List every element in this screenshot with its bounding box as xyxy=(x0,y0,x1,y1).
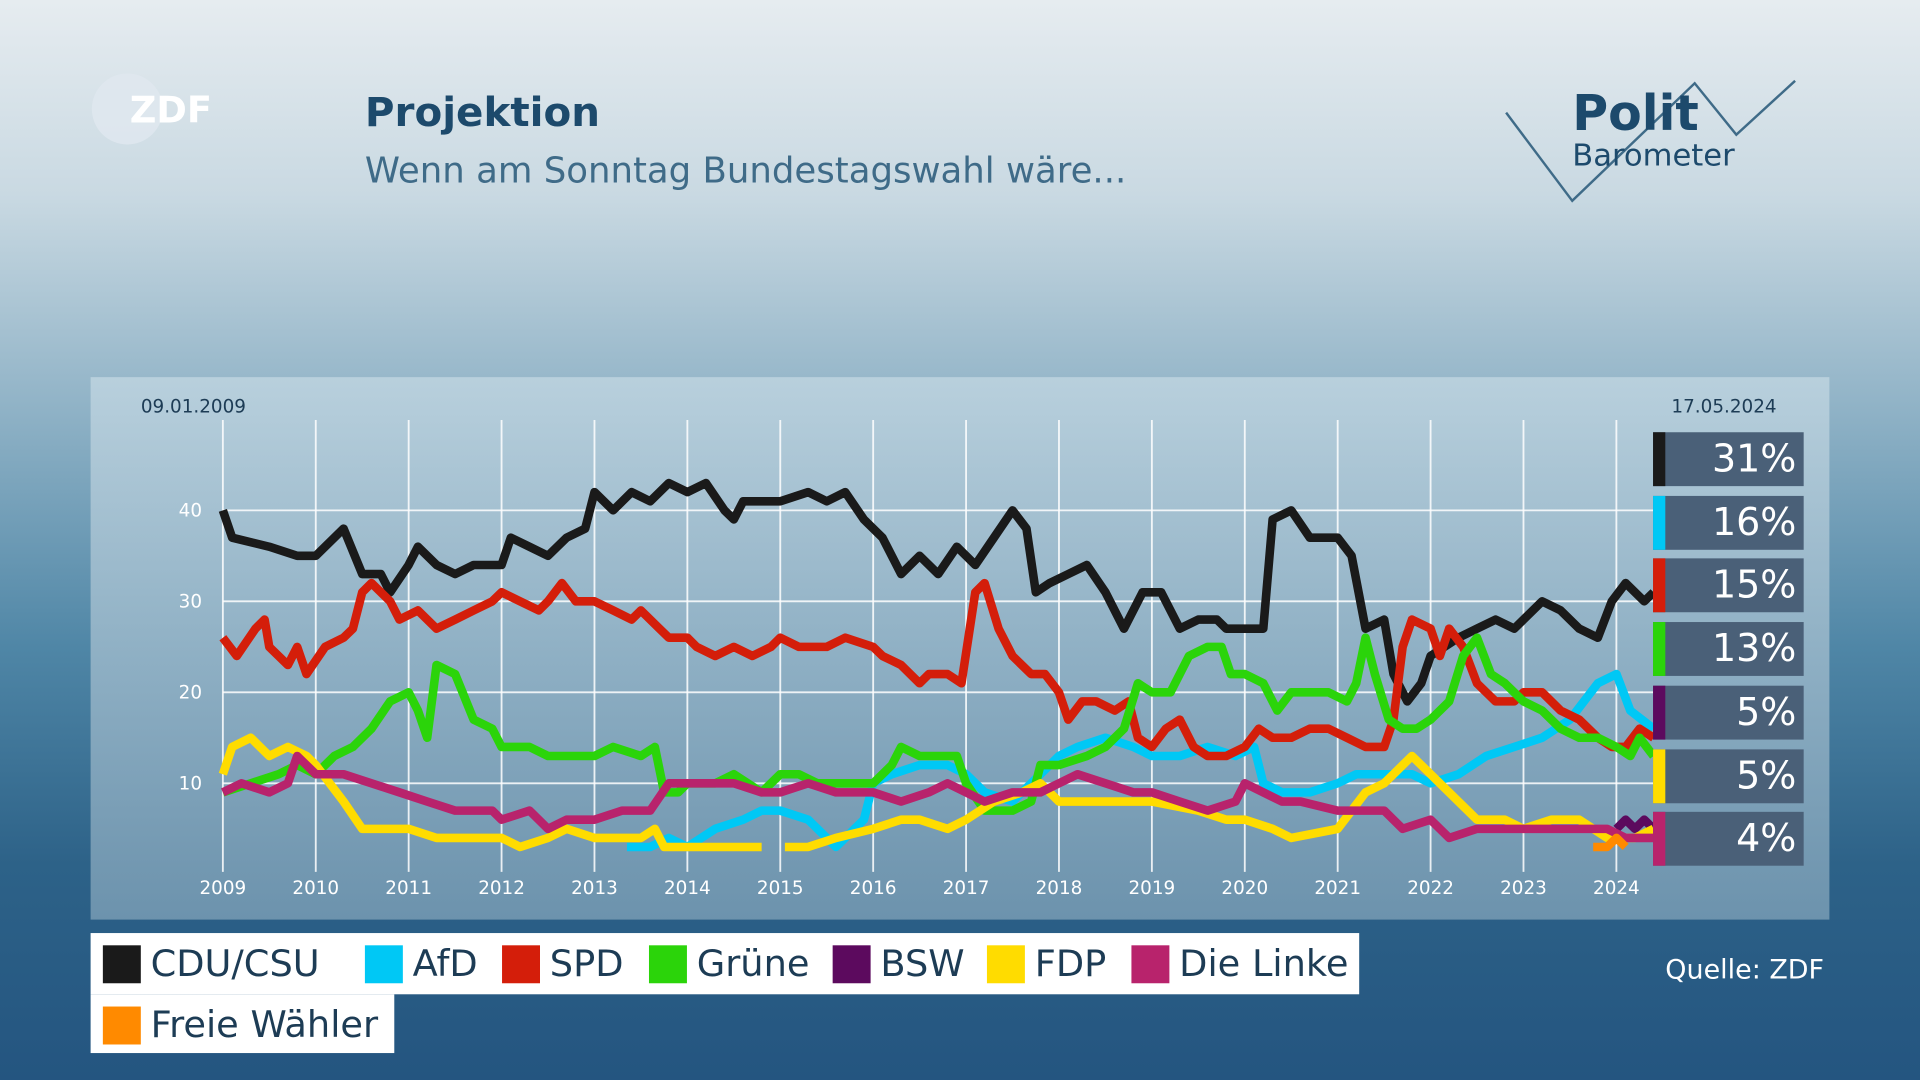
series-line-bsw xyxy=(1613,815,1657,834)
legend-swatch xyxy=(502,944,541,983)
party-color-stripe xyxy=(1653,685,1666,740)
x-tick-label: 2020 xyxy=(1221,878,1268,899)
legend-item: SPD xyxy=(502,933,624,994)
x-tick-label: 2024 xyxy=(1593,878,1640,899)
x-tick-label: 2012 xyxy=(478,878,525,899)
legend-swatch xyxy=(364,944,403,983)
legend-label: Die Linke xyxy=(1179,942,1349,986)
value-tile: 5% xyxy=(1653,748,1804,803)
legend-item: FDP xyxy=(986,933,1107,994)
legend-item: Die Linke xyxy=(1131,933,1348,994)
value-label: 16% xyxy=(1711,500,1797,545)
x-tick-label: 2023 xyxy=(1500,878,1547,899)
end-date: 17.05.2024 xyxy=(1671,395,1777,418)
series-line-freie-wähler xyxy=(1593,833,1629,852)
party-color-stripe xyxy=(1653,432,1666,487)
legend-swatch xyxy=(102,1005,141,1044)
legend: CDU/CSU AfD SPD Grüne BSW FDP Die Linke xyxy=(90,933,1360,995)
legend-row-2: Freie Wähler xyxy=(90,994,395,1055)
value-label: 4% xyxy=(1736,816,1797,862)
x-tick-label: 2021 xyxy=(1314,878,1361,899)
legend-item: Grüne xyxy=(648,933,810,994)
x-tick-label: 2017 xyxy=(943,878,990,899)
legend-swatch xyxy=(102,944,141,983)
x-tick-label: 2016 xyxy=(850,878,897,899)
x-tick-label: 2014 xyxy=(664,878,711,899)
x-tick-label: 2015 xyxy=(757,878,804,899)
politbarometer-logo: Polit Barometer xyxy=(1501,73,1807,208)
x-tick-label: 2019 xyxy=(1129,878,1176,899)
value-label: 13% xyxy=(1711,627,1797,672)
legend-label: BSW xyxy=(880,942,965,986)
legend-label: SPD xyxy=(549,942,624,986)
y-tick-label: 10 xyxy=(179,773,202,794)
chart-subtitle: Wenn am Sonntag Bundestagswahl wäre... xyxy=(364,149,1127,192)
series-line-cdu-csu xyxy=(218,478,1657,706)
value-label: 15% xyxy=(1711,563,1797,608)
party-color-stripe xyxy=(1653,748,1666,803)
series-line-spd xyxy=(219,578,1656,761)
legend-label: Grüne xyxy=(696,942,810,986)
x-tick-label: 2013 xyxy=(571,878,618,899)
series-line-afd xyxy=(626,669,1657,852)
value-tile: 4% xyxy=(1653,812,1804,866)
value-label: 31% xyxy=(1711,437,1797,482)
value-tile: 15% xyxy=(1653,558,1804,613)
party-color-stripe xyxy=(1653,558,1666,613)
legend-item: AfD xyxy=(364,933,478,994)
value-tile: 13% xyxy=(1653,622,1804,677)
value-tile: 16% xyxy=(1653,495,1804,550)
source-note: Quelle: ZDF xyxy=(1665,955,1825,986)
x-tick-label: 2011 xyxy=(385,878,432,899)
svg-text:ZDF: ZDF xyxy=(130,88,212,131)
party-color-stripe xyxy=(1653,812,1666,866)
series-line-grüne xyxy=(221,633,1657,815)
legend-swatch xyxy=(1131,944,1170,983)
value-label: 5% xyxy=(1736,690,1797,735)
party-color-stripe xyxy=(1653,495,1666,550)
legend-label: CDU/CSU xyxy=(150,942,320,986)
x-tick-label: 2022 xyxy=(1407,878,1454,899)
brand-line2: Barometer xyxy=(1572,137,1735,173)
x-tick-label: 2009 xyxy=(199,878,246,899)
y-tick-label: 40 xyxy=(179,500,202,521)
y-tick-label: 20 xyxy=(179,682,202,703)
series-line-die-linke xyxy=(220,751,1654,843)
party-color-stripe xyxy=(1653,622,1666,677)
start-date: 09.01.2009 xyxy=(140,395,246,418)
brand-line1: Polit xyxy=(1572,85,1699,143)
chart-title: Projektion xyxy=(364,88,601,136)
legend-label: FDP xyxy=(1034,942,1107,986)
value-tile: 31% xyxy=(1653,432,1804,487)
legend-swatch xyxy=(648,944,687,983)
legend-item: BSW xyxy=(832,933,965,994)
x-tick-label: 2018 xyxy=(1036,878,1083,899)
legend-item: Freie Wähler xyxy=(102,994,379,1055)
y-tick-label: 30 xyxy=(179,591,202,612)
value-label: 5% xyxy=(1736,753,1797,798)
legend-swatch xyxy=(986,944,1025,983)
legend-label: Freie Wähler xyxy=(150,1003,379,1047)
x-tick-label: 2010 xyxy=(292,878,339,899)
legend-swatch xyxy=(832,944,871,983)
legend-item: CDU/CSU xyxy=(102,933,320,994)
legend-label: AfD xyxy=(412,942,478,986)
value-tile: 5% xyxy=(1653,685,1804,740)
zdf-logo: ZDF xyxy=(91,73,212,145)
